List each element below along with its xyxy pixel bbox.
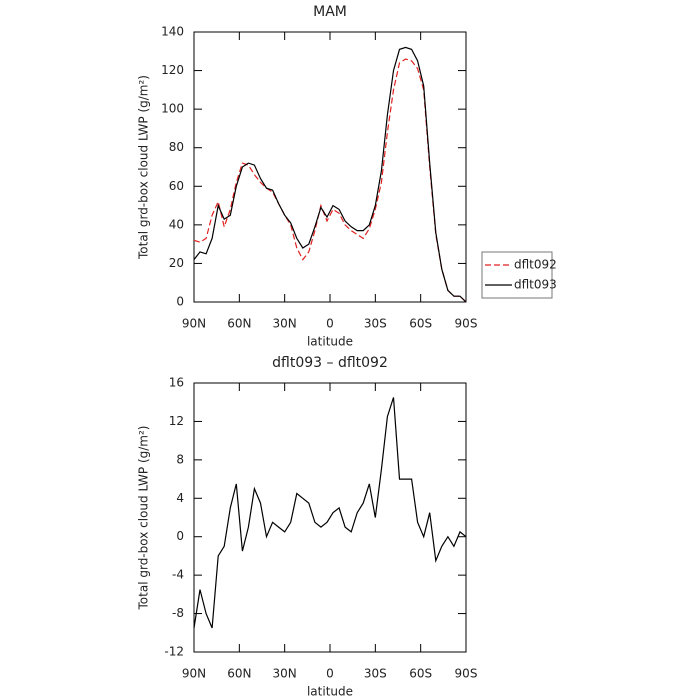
x-tick-label: 90S — [455, 317, 478, 331]
y-tick-label: 8 — [176, 452, 184, 466]
x-tick-label: 0 — [326, 317, 334, 331]
x-axis-label: latitude — [307, 335, 353, 349]
x-tick-label: 60N — [227, 667, 251, 681]
x-tick-label: 30N — [273, 667, 297, 681]
y-tick-label: 0 — [176, 529, 184, 543]
legend-box — [481, 251, 553, 299]
data-line — [193, 46, 467, 303]
y-tick-label: 16 — [169, 376, 184, 390]
y-tick-label: -12 — [164, 645, 184, 659]
x-tick-label: 90N — [182, 667, 206, 681]
y-tick-label: 60 — [169, 179, 184, 193]
legend-label: dflt092 — [514, 258, 557, 272]
y-tick-label: 140 — [161, 25, 184, 39]
y-axis-label: Total grd-box cloud LWP (g/m²) — [137, 426, 151, 611]
y-tick-label: 40 — [169, 217, 184, 231]
chart-title: MAM — [313, 4, 347, 20]
x-tick-label: 30S — [364, 317, 387, 331]
data-line — [193, 58, 467, 303]
x-tick-label: 60S — [409, 317, 432, 331]
plot-frame — [193, 31, 467, 303]
y-axis-label: Total grd-box cloud LWP (g/m²) — [137, 75, 151, 260]
x-tick-label: 30N — [273, 317, 297, 331]
x-tick-label: 60S — [409, 667, 432, 681]
data-line — [193, 397, 467, 629]
y-tick-label: 0 — [176, 295, 184, 309]
y-tick-label: 12 — [169, 414, 184, 428]
y-tick-label: 80 — [169, 140, 184, 154]
y-tick-label: 20 — [169, 256, 184, 270]
x-tick-label: 0 — [326, 667, 334, 681]
x-tick-label: 60N — [227, 317, 251, 331]
x-tick-label: 90N — [182, 317, 206, 331]
y-tick-label: 100 — [161, 102, 184, 116]
x-axis-label: latitude — [307, 685, 353, 699]
x-tick-label: 90S — [455, 667, 478, 681]
chart-title: dflt093 – dflt092 — [272, 355, 388, 371]
y-tick-label: -8 — [172, 606, 184, 620]
y-tick-label: 120 — [161, 63, 184, 77]
y-tick-label: -4 — [172, 568, 184, 582]
y-tick-label: 4 — [176, 491, 184, 505]
legend-label: dflt093 — [514, 278, 557, 292]
x-tick-label: 30S — [364, 667, 387, 681]
